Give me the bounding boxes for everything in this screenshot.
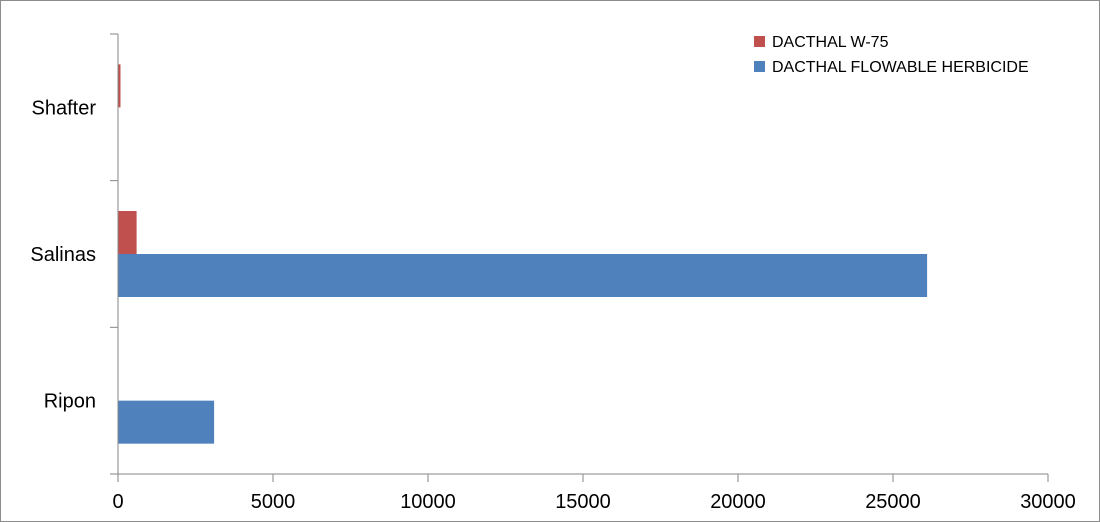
x-tick-label: 20000 (710, 491, 766, 513)
category-label-salinas: Salinas (30, 244, 96, 266)
bars-layer (118, 64, 928, 444)
x-tick-label: 30000 (1020, 491, 1076, 513)
legend-label: DACTHAL W-75 (772, 34, 889, 51)
category-label-shafter: Shafter (32, 97, 97, 119)
bar-salinas-flowable (118, 254, 928, 297)
legend-label: DACTHAL FLOWABLE HERBICIDE (772, 59, 1029, 76)
legend: DACTHAL W-75 DACTHAL FLOWABLE HERBICIDE (754, 34, 1029, 76)
legend-swatch (754, 36, 765, 47)
labels-layer: Ripon Salinas Shafter 0 5000 10000 15000 20000 2… (30, 97, 1075, 513)
x-tick-label: 25000 (865, 491, 921, 513)
legend-swatch (754, 61, 765, 72)
bar-shafter-w75 (118, 64, 121, 108)
x-tick-label: 0 (112, 491, 123, 513)
bar-ripon-flowable (118, 400, 215, 444)
x-tick-label: 15000 (555, 491, 611, 513)
x-tick-label: 5000 (251, 491, 296, 513)
bar-salinas-w75 (118, 211, 137, 254)
category-label-ripon: Ripon (44, 391, 96, 413)
axes-layer (110, 33, 1049, 482)
x-tick-label: 10000 (400, 491, 456, 513)
